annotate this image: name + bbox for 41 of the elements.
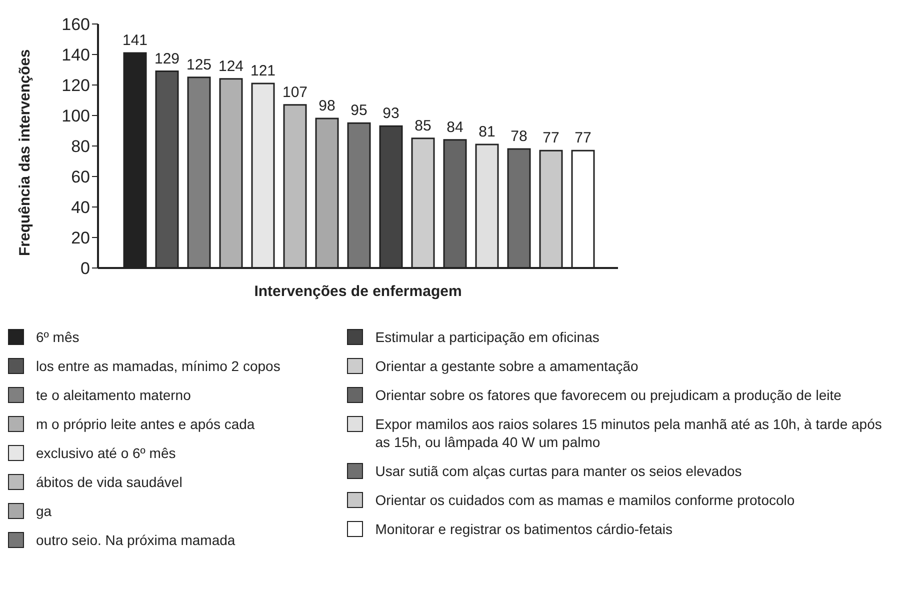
- legend-label: Usar sutiã com alças curtas para manter os seios elevados: [375, 462, 742, 480]
- data-label: 121: [250, 62, 276, 80]
- legend-label: te o aleitamento materno: [36, 386, 191, 404]
- legend-label: los entre as mamadas, mínimo 2 copos: [36, 357, 280, 375]
- legend-label: exclusivo até o 6º mês: [36, 444, 176, 462]
- data-label: 85: [414, 117, 432, 134]
- legend-label: Orientar os cuidados com as mamas e mamilos conforme protocolo: [375, 491, 795, 509]
- data-label: 124: [218, 58, 244, 75]
- data-label: 141: [122, 32, 148, 49]
- data-label: 95: [350, 102, 368, 120]
- legend-label: Orientar a gestante sobre a amamentação: [375, 357, 638, 375]
- data-label: 78: [510, 128, 528, 146]
- y-tick-label: 100: [62, 106, 90, 126]
- data-label: 81: [478, 123, 496, 140]
- x-axis-title: Intervenções de enfermagem: [254, 283, 462, 300]
- data-label: 93: [382, 105, 400, 122]
- data-label: 84: [446, 118, 464, 136]
- y-tick-label: 120: [62, 76, 90, 96]
- legend-label: ga: [36, 502, 52, 520]
- data-label: 125: [186, 56, 212, 74]
- y-tick-label: 0: [80, 259, 90, 278]
- y-tick-label: 20: [71, 228, 90, 248]
- y-tick-label: 80: [71, 137, 90, 156]
- data-label: 98: [318, 98, 336, 115]
- data-label: 107: [282, 84, 308, 101]
- legend-label: 6º mês: [36, 328, 80, 346]
- legend-label: Monitorar e registrar os batimentos cárdio-fetais: [375, 520, 672, 538]
- legend-label: Estimular a participação em oficinas: [375, 328, 600, 346]
- data-label: 129: [154, 50, 180, 68]
- y-tick-label: 40: [71, 198, 90, 218]
- y-tick-label: 60: [71, 168, 90, 187]
- legend-label: Orientar sobre os fatores que favorecem ou prejudicam a produção de leite: [375, 386, 842, 404]
- y-axis-title: Frequência das intervenções: [16, 49, 34, 256]
- legend-label: outro seio. Na próxima mamada: [36, 531, 236, 549]
- data-label: 77: [574, 130, 592, 147]
- legend-label: Expor mamilos aos raios solares 15 minutos pela manhã até as 10h, à tarde após as 15h, ou lâmpada 40 W um palmo: [375, 415, 883, 451]
- legend-label: m o próprio leite antes e após cada: [36, 415, 255, 433]
- legend-label: ábitos de vida saudável: [36, 473, 182, 491]
- y-tick-label: 140: [62, 46, 90, 65]
- y-tick-label: 160: [62, 15, 90, 34]
- data-label: 77: [542, 130, 560, 147]
